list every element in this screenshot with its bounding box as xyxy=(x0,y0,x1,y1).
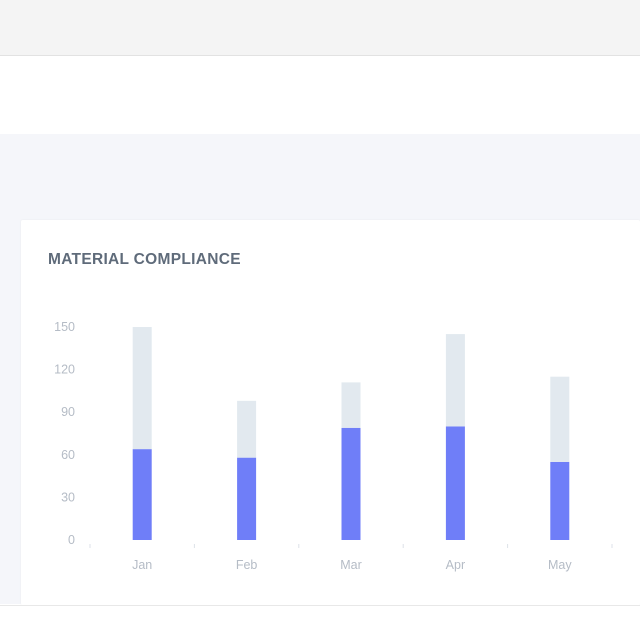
bottom-strip xyxy=(0,605,640,640)
x-tick-label: Feb xyxy=(236,558,258,572)
bar-segment-primary[interactable] xyxy=(341,427,361,540)
material-compliance-chart: 0 30 60 90 120 150 Jan Feb Mar Apr May xyxy=(54,320,613,572)
bar-segment-primary[interactable] xyxy=(237,457,257,540)
header-band xyxy=(0,56,640,134)
x-tick-label: Mar xyxy=(340,558,362,572)
y-tick-label: 60 xyxy=(61,448,75,462)
x-tick-label: Apr xyxy=(446,558,465,572)
y-tick-label: 30 xyxy=(61,490,75,504)
bar-segment-secondary[interactable] xyxy=(132,327,152,450)
x-tick-label: May xyxy=(548,558,572,572)
bar-segment-secondary[interactable] xyxy=(550,376,570,462)
material-compliance-card: MATERIAL COMPLIANCE 0 30 60 90 120 150 Jan Feb M… xyxy=(21,220,640,605)
bar-segment-secondary[interactable] xyxy=(237,400,257,458)
card-title: MATERIAL COMPLIANCE xyxy=(48,251,241,268)
bar-segment-secondary[interactable] xyxy=(341,382,361,428)
y-tick-label: 150 xyxy=(54,320,75,334)
bar-segment-primary[interactable] xyxy=(550,461,570,540)
y-tick-label: 0 xyxy=(68,533,75,547)
x-tick-label: Jan xyxy=(132,558,152,572)
bar-segment-secondary[interactable] xyxy=(445,334,465,427)
y-tick-label: 90 xyxy=(61,405,75,419)
top-toolbar xyxy=(0,0,640,56)
bar-segment-primary[interactable] xyxy=(132,449,152,540)
bar-segment-primary[interactable] xyxy=(445,426,465,540)
y-tick-label: 120 xyxy=(54,363,75,377)
